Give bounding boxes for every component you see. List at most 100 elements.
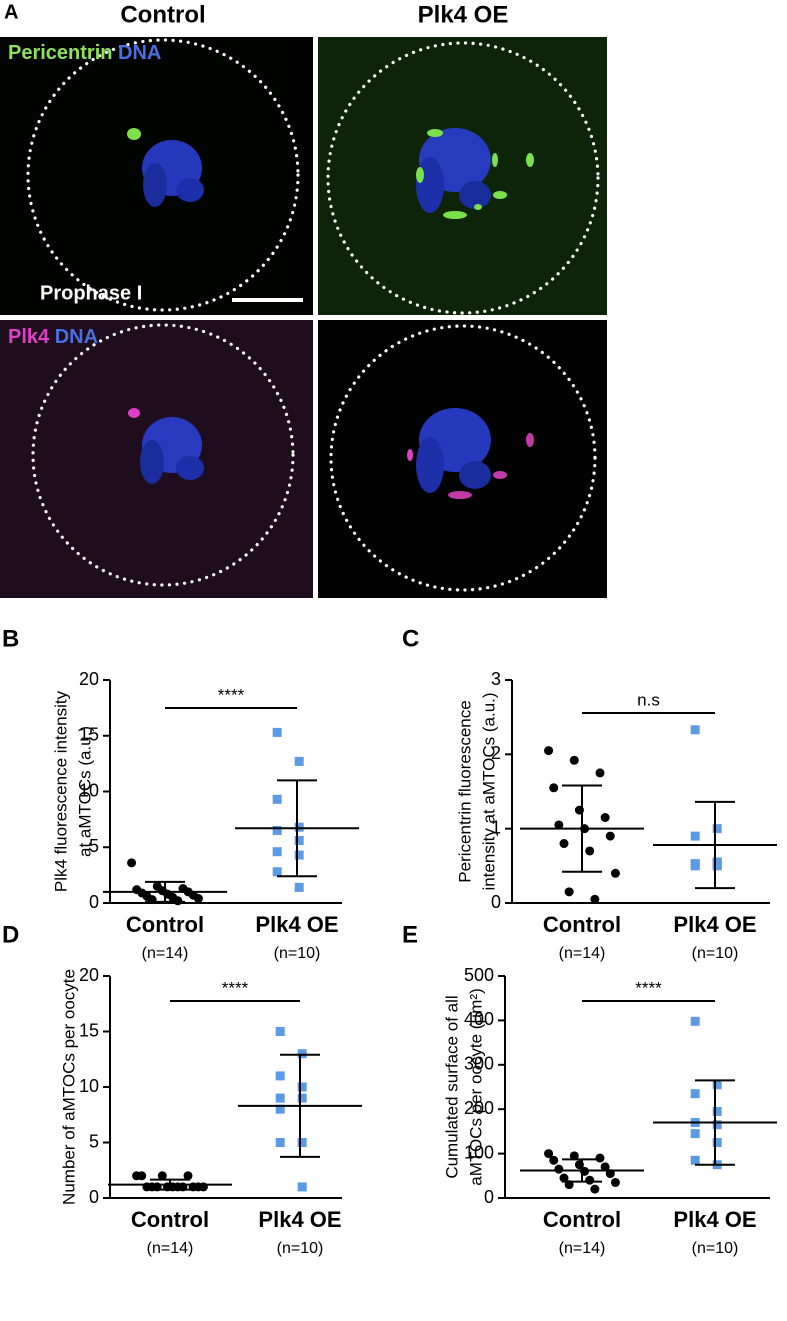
point	[690, 725, 700, 735]
point	[272, 727, 282, 737]
y-tick-label: 20	[79, 669, 99, 689]
point	[690, 1155, 700, 1165]
point	[294, 822, 304, 832]
point	[690, 861, 700, 871]
micrograph	[318, 37, 607, 315]
point	[173, 896, 183, 906]
point	[569, 1151, 579, 1161]
point	[595, 768, 605, 778]
point	[294, 850, 304, 860]
point	[690, 1129, 700, 1139]
y-tick-label: 15	[79, 725, 99, 745]
y-tick-label: 20	[79, 965, 99, 985]
point	[590, 1184, 600, 1194]
category-note: (n=14)	[142, 945, 189, 962]
y-axis-label: Number of aMTOCs per oocyte	[59, 969, 78, 1205]
y-tick-label: 3	[491, 669, 501, 689]
significance-label: ****	[635, 978, 662, 997]
y-tick-label: 400	[464, 1009, 494, 1029]
panel-label: A	[4, 1, 18, 23]
y-tick-label: 2	[491, 743, 501, 763]
micrograph	[318, 320, 607, 598]
stain-label: Pericentrin DNA	[8, 42, 161, 64]
y-tick-label: 500	[464, 965, 494, 985]
y-tick-label: 300	[464, 1054, 494, 1074]
category-note: (n=10)	[692, 945, 739, 962]
point	[272, 847, 282, 857]
point	[297, 1138, 307, 1147]
point	[690, 1089, 700, 1099]
x-tick-label: Control	[543, 912, 621, 937]
point	[297, 1182, 307, 1192]
point	[610, 1177, 620, 1187]
point	[127, 858, 137, 868]
point	[275, 1071, 285, 1081]
point	[712, 1080, 722, 1090]
category-note: (n=10)	[274, 945, 321, 962]
x-tick-label: Plk4 OE	[258, 1207, 341, 1232]
panel-label: B	[2, 625, 19, 652]
point	[294, 882, 304, 892]
y-axis-label: aMTOCs per oocyte (µm²)	[466, 988, 485, 1185]
point	[554, 1164, 564, 1174]
stain: Plk4	[8, 326, 50, 348]
y-axis-label: Pericentrin fluorescence	[455, 700, 474, 882]
panel-label: D	[2, 921, 19, 948]
point	[275, 1093, 285, 1103]
panel-label: C	[402, 625, 419, 652]
x-tick-label: Plk4 OE	[673, 1207, 756, 1232]
point	[549, 783, 559, 793]
y-tick-label: 5	[89, 1131, 99, 1151]
y-tick-label: 100	[464, 1142, 494, 1162]
y-tick-label: 5	[89, 836, 99, 856]
stain: Pericentrin	[8, 42, 112, 64]
significance-label: ****	[218, 685, 245, 704]
point	[585, 846, 595, 856]
category-note: (n=14)	[559, 1240, 606, 1257]
significance-label: ****	[222, 978, 249, 997]
category-note: (n=14)	[147, 1240, 194, 1257]
y-axis-label: Cumulated surface of all	[442, 995, 461, 1178]
point	[690, 831, 700, 841]
point	[544, 746, 554, 756]
point	[275, 1138, 285, 1147]
x-tick-label: Control	[126, 912, 204, 937]
category-note: (n=14)	[559, 945, 606, 962]
point	[559, 1173, 569, 1183]
y-tick-label: 15	[79, 1020, 99, 1040]
point	[294, 756, 304, 766]
y-axis-label: intensity at aMTOCs (a.u.)	[479, 692, 498, 890]
point	[569, 755, 579, 765]
point	[294, 836, 304, 846]
y-tick-label: 0	[89, 892, 99, 912]
point	[297, 1082, 307, 1092]
significance-label: n.s	[637, 690, 660, 709]
point	[275, 1027, 285, 1036]
micrograph	[0, 37, 313, 315]
panel-label: E	[402, 921, 418, 948]
point	[712, 1138, 722, 1147]
y-tick-label: 10	[79, 780, 99, 800]
stain-label: Plk4 DNA	[8, 326, 98, 348]
point	[595, 1153, 605, 1163]
column-title: Plk4 OE	[418, 1, 509, 28]
point	[549, 1155, 559, 1165]
point	[564, 887, 574, 897]
point	[610, 868, 620, 878]
point	[712, 1106, 722, 1116]
counterstain: DNA	[55, 326, 98, 348]
y-axis-label: Plk4 fluorescence intensity	[51, 690, 70, 892]
counterstain: DNA	[118, 42, 161, 64]
y-tick-label: 200	[464, 1098, 494, 1118]
point	[559, 839, 569, 849]
y-axis-label: at aMTOCs (a.u.)	[75, 726, 94, 857]
y-tick-label: 0	[89, 1187, 99, 1207]
point	[183, 1171, 193, 1181]
point	[712, 857, 722, 867]
point	[272, 867, 282, 877]
category-note: (n=10)	[692, 1240, 739, 1257]
micrograph	[0, 320, 313, 598]
category-note: (n=10)	[277, 1240, 324, 1257]
point	[137, 1171, 147, 1181]
point	[590, 894, 600, 904]
